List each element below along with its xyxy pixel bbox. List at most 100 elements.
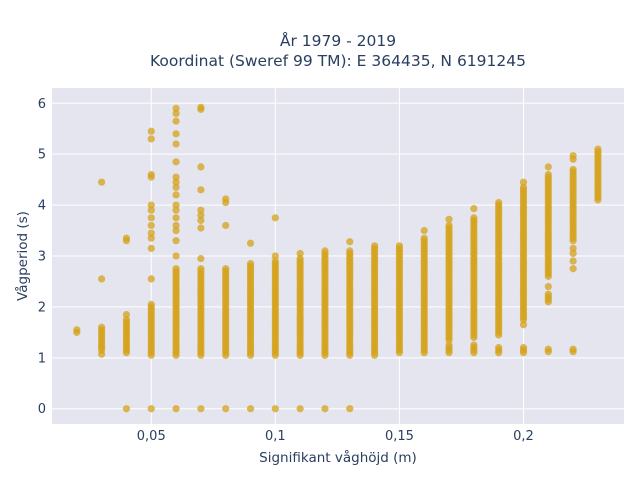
y-tick-label: 4 [38,199,46,214]
data-point [172,201,180,209]
data-point [98,350,106,358]
x-tick-labels: 0,05 0,1 0,15 0,2 [137,429,534,444]
data-point [172,221,180,230]
data-point [172,214,180,222]
data-point [147,201,155,209]
data-point [346,405,354,413]
y-tick-label: 2 [38,300,46,315]
data-point [246,239,255,247]
data-point [172,405,180,413]
data-point [420,226,428,235]
data-point [197,163,205,171]
data-point [172,191,180,199]
data-point [519,321,528,329]
data-point [197,405,205,413]
data-point [222,221,230,230]
data-point [371,242,379,250]
data-point [197,186,205,194]
data-point [197,211,205,219]
data-point [271,252,279,260]
data-point [147,405,155,413]
data-point [197,254,205,263]
data-point [197,224,205,232]
data-point [172,178,180,186]
data-point [172,117,180,125]
data-point [519,178,528,186]
data-point [172,206,180,214]
data-point [569,265,577,273]
data-point [147,127,155,135]
data-point [544,345,552,353]
data-point [470,214,478,222]
data-point [147,275,155,283]
data-point [296,405,304,413]
chart-title-line1: År 1979 - 2019 [280,31,396,50]
y-tick-label: 0 [38,402,46,417]
data-point [172,140,180,148]
data-point [147,244,155,252]
data-point [569,249,577,258]
data-point [172,109,180,118]
data-point [519,183,528,191]
data-point [569,165,577,174]
data-point [98,275,106,283]
data-point [569,244,577,252]
data-point [271,214,279,222]
y-axis-title: Vågperiod (s) [14,211,31,301]
data-point [321,405,329,413]
data-point [197,265,205,273]
data-point [246,405,255,413]
data-point [544,170,552,179]
data-point [147,300,155,308]
y-tick-label: 6 [38,97,46,112]
data-point [445,341,453,349]
y-tick-label: 3 [38,250,46,265]
y-tick-label: 1 [38,351,46,366]
data-point [73,326,81,334]
data-point [147,135,155,143]
data-point [197,206,205,214]
data-point [321,247,329,255]
chart-title-line2: Koordinat (Sweref 99 TM): E 364435, N 61… [150,52,526,70]
data-point [172,173,180,181]
data-point [519,344,528,352]
x-axis-title: Signifikant våghöjd (m) [259,449,417,466]
data-point [569,345,577,353]
data-point [296,254,304,263]
data-point [147,229,155,237]
data-point [147,234,155,242]
data-point [544,163,552,171]
data-point [420,234,428,242]
data-point [470,205,478,213]
data-point [445,215,453,223]
data-point [594,145,602,153]
data-point [296,249,304,258]
data-point [122,405,131,413]
data-point [222,265,230,273]
data-point [271,405,279,413]
data-point [147,214,155,222]
data-point [445,221,453,230]
data-point [544,282,552,291]
data-point [569,257,577,265]
data-point [172,158,180,166]
x-tick-label: 0,1 [265,429,286,444]
data-point [147,170,155,179]
data-point [544,290,552,298]
data-point [222,405,230,413]
data-point [495,344,503,352]
data-point [222,195,230,203]
data-point [495,198,503,207]
data-point [172,130,180,138]
data-point [197,216,205,224]
data-point [122,234,131,242]
data-point [246,260,255,268]
data-point [395,242,404,250]
data-point [271,257,279,265]
data-point [147,206,155,214]
data-point [594,196,602,204]
data-point [172,237,180,245]
data-points [73,103,602,413]
x-tick-label: 0,2 [513,429,534,444]
